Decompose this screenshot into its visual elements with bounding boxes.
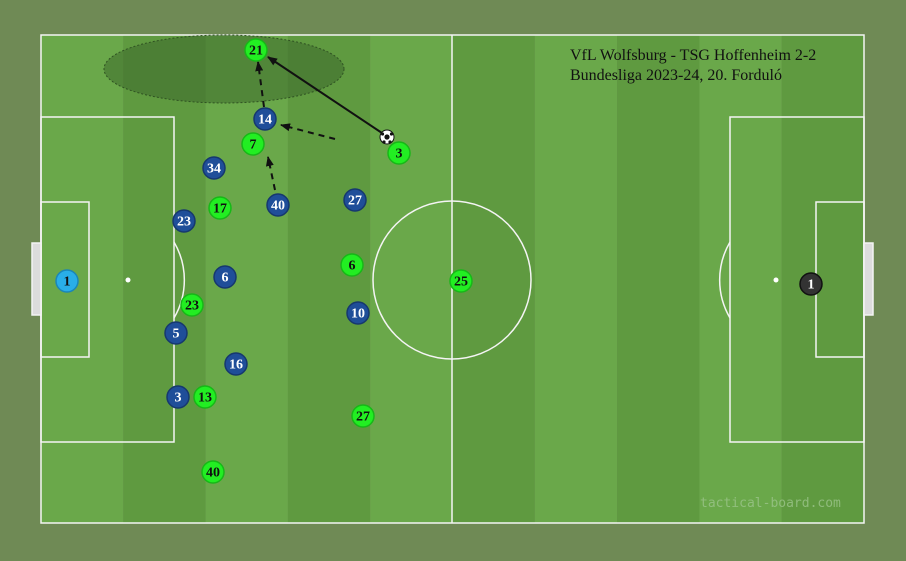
- player-marker: [180, 293, 204, 317]
- player-number: 1: [808, 278, 815, 293]
- player-number: 3: [396, 147, 403, 162]
- player-number: 23: [177, 215, 191, 230]
- goalkeeper-right[interactable]: 1: [799, 272, 823, 296]
- player-blue[interactable]: 3: [166, 385, 190, 409]
- player-number: 13: [198, 391, 212, 406]
- pitch-stripe: [699, 35, 782, 523]
- player-marker: [172, 209, 196, 233]
- player-number: 6: [222, 271, 229, 286]
- player-marker: [166, 385, 190, 409]
- player-marker: [799, 272, 823, 296]
- pitch-stripe: [287, 35, 371, 523]
- run-arrow: [265, 156, 276, 191]
- player-green[interactable]: 7: [241, 132, 265, 156]
- player-marker: [351, 404, 375, 428]
- player-number: 6: [349, 259, 356, 274]
- run-arrow: [280, 123, 336, 140]
- player-number: 27: [348, 194, 362, 209]
- player-number: 40: [271, 199, 285, 214]
- player-green[interactable]: 40: [201, 460, 225, 484]
- pass-arrow: [267, 56, 383, 134]
- player-green[interactable]: 21: [244, 38, 268, 62]
- player-blue[interactable]: 10: [346, 301, 370, 325]
- pitch-stripe: [781, 35, 864, 523]
- player-number: 16: [229, 358, 243, 373]
- player-marker: [208, 196, 232, 220]
- player-marker: [213, 265, 237, 289]
- player-marker: [193, 385, 217, 409]
- pitch-stripe: [123, 35, 206, 523]
- player-marker: [266, 193, 290, 217]
- pitch-stripe: [370, 35, 453, 523]
- player-marker: [387, 141, 411, 165]
- player-number: 7: [250, 138, 257, 153]
- player-blue[interactable]: 27: [343, 188, 367, 212]
- player-blue[interactable]: 40: [266, 193, 290, 217]
- pitch-lines: [31, 34, 874, 524]
- run-arrow: [255, 61, 265, 108]
- player-marker: [253, 107, 277, 131]
- player-number: 25: [454, 275, 468, 290]
- pitch-stripe: [41, 35, 124, 523]
- player-marker: [241, 132, 265, 156]
- title-line-2: Bundesliga 2023-24, 20. Forduló: [570, 67, 782, 84]
- player-number: 27: [356, 410, 370, 425]
- player-green[interactable]: 17: [208, 196, 232, 220]
- player-marker: [164, 321, 188, 345]
- penalty-spot-left: [125, 277, 131, 283]
- player-number: 5: [173, 327, 180, 342]
- player-green[interactable]: 6: [340, 253, 364, 277]
- player-number: 40: [206, 466, 220, 481]
- player-green[interactable]: 27: [351, 404, 375, 428]
- penalty-spot-right: [773, 277, 779, 283]
- player-green[interactable]: 25: [449, 269, 473, 293]
- title-line-1: VfL Wolfsburg - TSG Hoffenheim 2-2: [570, 47, 816, 64]
- target-zone: [103, 34, 345, 104]
- player-number: 10: [351, 307, 365, 322]
- player-marker: [202, 156, 226, 180]
- arrows: [255, 56, 383, 191]
- player-marker: [340, 253, 364, 277]
- player-blue[interactable]: 16: [224, 352, 248, 376]
- player-number: 14: [258, 113, 272, 128]
- watermark: tactical-board.com: [700, 496, 841, 511]
- player-green[interactable]: 13: [193, 385, 217, 409]
- player-marker: [343, 188, 367, 212]
- soccer-ball-icon[interactable]: [379, 129, 395, 145]
- player-marker: [55, 269, 79, 293]
- goalkeeper-left[interactable]: 1: [55, 269, 79, 293]
- player-marker: [224, 352, 248, 376]
- player-green[interactable]: 23: [180, 293, 204, 317]
- player-number: 1: [64, 275, 71, 290]
- player-number: 23: [185, 299, 199, 314]
- player-marker: [346, 301, 370, 325]
- player-number: 3: [175, 391, 182, 406]
- player-marker: [201, 460, 225, 484]
- player-blue[interactable]: 14: [253, 107, 277, 131]
- player-number: 34: [207, 162, 221, 177]
- player-marker: [449, 269, 473, 293]
- player-blue[interactable]: 6: [213, 265, 237, 289]
- pitch-stripe: [534, 35, 618, 523]
- player-marker: [244, 38, 268, 62]
- player-blue[interactable]: 23: [172, 209, 196, 233]
- player-blue[interactable]: 5: [164, 321, 188, 345]
- player-number: 17: [213, 202, 227, 217]
- pitch-stripe: [617, 35, 700, 523]
- player-number: 21: [249, 44, 263, 59]
- player-blue[interactable]: 34: [202, 156, 226, 180]
- player-green[interactable]: 3: [387, 141, 411, 165]
